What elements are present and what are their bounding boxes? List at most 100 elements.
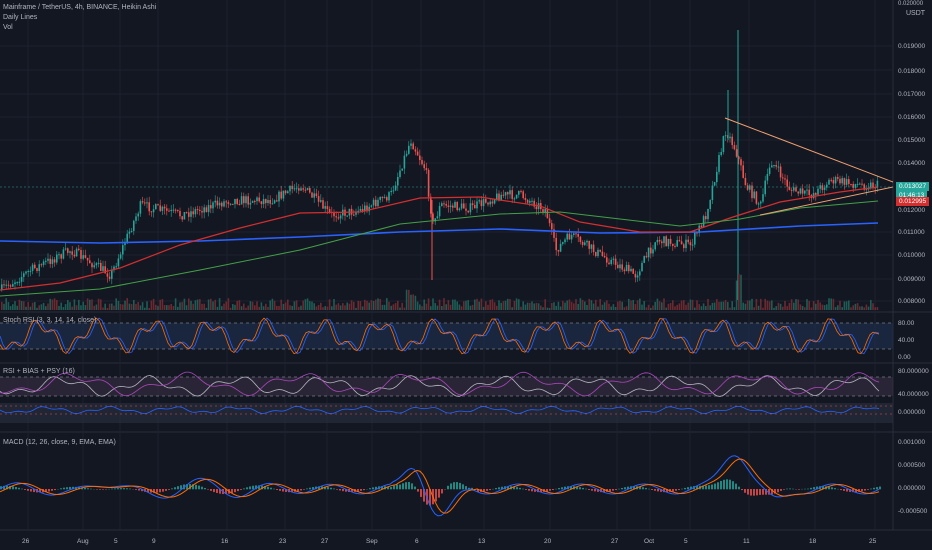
macd-histogram-bar bbox=[246, 487, 248, 490]
volume-bar bbox=[368, 302, 370, 310]
macd-histogram-bar bbox=[486, 489, 488, 491]
macd-histogram-bar bbox=[735, 483, 737, 490]
candle-body bbox=[632, 268, 634, 274]
macd-histogram-bar bbox=[372, 487, 374, 490]
stoch-rsi-legend[interactable]: Stoch RSI (3, 3, 14, 14, close) bbox=[3, 317, 97, 324]
candle-body bbox=[86, 257, 89, 261]
candle-body bbox=[544, 209, 546, 213]
candle-body bbox=[306, 188, 309, 191]
volume-bar bbox=[62, 307, 65, 310]
volume-bar bbox=[12, 304, 14, 310]
volume-bar bbox=[722, 301, 725, 310]
candle-body bbox=[199, 209, 201, 211]
candle-body bbox=[480, 200, 483, 207]
candle-body bbox=[535, 206, 538, 210]
macd-histogram-bar bbox=[399, 484, 401, 490]
macd-histogram-bar bbox=[291, 489, 293, 493]
volume-bar bbox=[694, 307, 696, 310]
macd-histogram-bar bbox=[336, 489, 338, 490]
volume-bar bbox=[733, 307, 736, 310]
candle-body bbox=[566, 233, 568, 240]
volume-bar bbox=[146, 301, 148, 310]
volume-bar bbox=[218, 298, 221, 310]
macd-histogram-bar bbox=[402, 483, 404, 490]
macd-histogram-bar bbox=[579, 487, 581, 490]
candle-body bbox=[872, 182, 874, 188]
volume-bar bbox=[300, 305, 302, 310]
candle-body bbox=[289, 185, 291, 192]
candle-body bbox=[788, 186, 791, 190]
symbol-legend[interactable]: Mainframe / TetherUS, 4h, BINANCE, Heiki… bbox=[3, 4, 157, 11]
volume-legend[interactable]: Vol bbox=[3, 24, 13, 31]
macd-histogram-bar bbox=[357, 489, 359, 492]
volume-bar bbox=[529, 302, 531, 310]
macd-histogram-bar bbox=[45, 489, 47, 493]
volume-bar bbox=[249, 301, 252, 310]
macd-histogram-bar bbox=[498, 487, 500, 490]
candle-body bbox=[460, 203, 463, 209]
candle-body bbox=[469, 203, 472, 213]
candle-body bbox=[130, 230, 133, 232]
volume-bar bbox=[786, 306, 788, 310]
candle-body bbox=[636, 275, 639, 278]
currency-label: USDT bbox=[906, 10, 926, 17]
time-axis-label: Aug bbox=[77, 538, 89, 545]
macd-histogram-bar bbox=[255, 485, 257, 490]
volume-bar bbox=[130, 304, 133, 310]
volume-bar bbox=[194, 300, 197, 310]
macd-histogram-bar bbox=[162, 489, 164, 492]
volume-bar bbox=[720, 301, 722, 310]
candle-body bbox=[258, 197, 260, 202]
rsi-bias-psy-legend[interactable]: RSI + BIAS + PSY (16) bbox=[3, 368, 75, 375]
candle-body bbox=[317, 196, 320, 202]
volume-bar bbox=[579, 298, 582, 310]
macd-histogram-bar bbox=[627, 486, 629, 490]
volume-bar bbox=[819, 302, 821, 310]
candle-body bbox=[97, 262, 100, 264]
time-axis-label: 23 bbox=[279, 538, 287, 545]
volume-bar bbox=[298, 306, 300, 310]
volume-bar bbox=[216, 306, 219, 310]
macd-histogram-bar bbox=[360, 489, 362, 491]
volume-bar bbox=[586, 304, 588, 310]
candle-body bbox=[238, 203, 241, 205]
volume-bar bbox=[738, 273, 740, 310]
candle-body bbox=[243, 196, 245, 204]
volume-bar bbox=[141, 302, 144, 310]
volume-bar bbox=[540, 305, 542, 310]
macd-histogram-bar bbox=[30, 489, 32, 492]
candle-body bbox=[797, 191, 799, 194]
macd-legend[interactable]: MACD (12, 26, close, 9, EMA, EMA) bbox=[3, 439, 116, 446]
candle-body bbox=[150, 211, 153, 213]
volume-bar bbox=[821, 304, 824, 310]
volume-bar bbox=[707, 298, 709, 310]
daily-lines-legend[interactable]: Daily Lines bbox=[3, 14, 38, 21]
candle-body bbox=[852, 184, 854, 188]
candle-body bbox=[762, 194, 764, 202]
candle-body bbox=[51, 259, 54, 264]
volume-bar bbox=[284, 302, 287, 310]
candle-body bbox=[548, 218, 551, 224]
macd-histogram-bar bbox=[744, 489, 746, 493]
volume-bar bbox=[700, 306, 703, 310]
volume-bar bbox=[386, 298, 388, 310]
volume-bar bbox=[29, 306, 32, 310]
volume-bar bbox=[531, 301, 533, 310]
volume-bar bbox=[698, 304, 700, 310]
candle-body bbox=[216, 200, 219, 206]
volume-bar bbox=[724, 299, 727, 310]
candle-body bbox=[20, 276, 23, 282]
volume-bar bbox=[867, 306, 870, 310]
macd-histogram-bar bbox=[15, 486, 17, 490]
macd-histogram-bar bbox=[687, 487, 689, 490]
volume-bar bbox=[841, 307, 843, 310]
volume-bar bbox=[702, 303, 705, 310]
candle-body bbox=[405, 153, 408, 156]
volume-bar bbox=[355, 307, 357, 310]
volume-bar bbox=[383, 304, 386, 310]
macd-histogram-bar bbox=[66, 487, 68, 490]
candle-body bbox=[859, 183, 861, 185]
volume-bar bbox=[474, 299, 476, 310]
volume-bar bbox=[592, 303, 595, 310]
